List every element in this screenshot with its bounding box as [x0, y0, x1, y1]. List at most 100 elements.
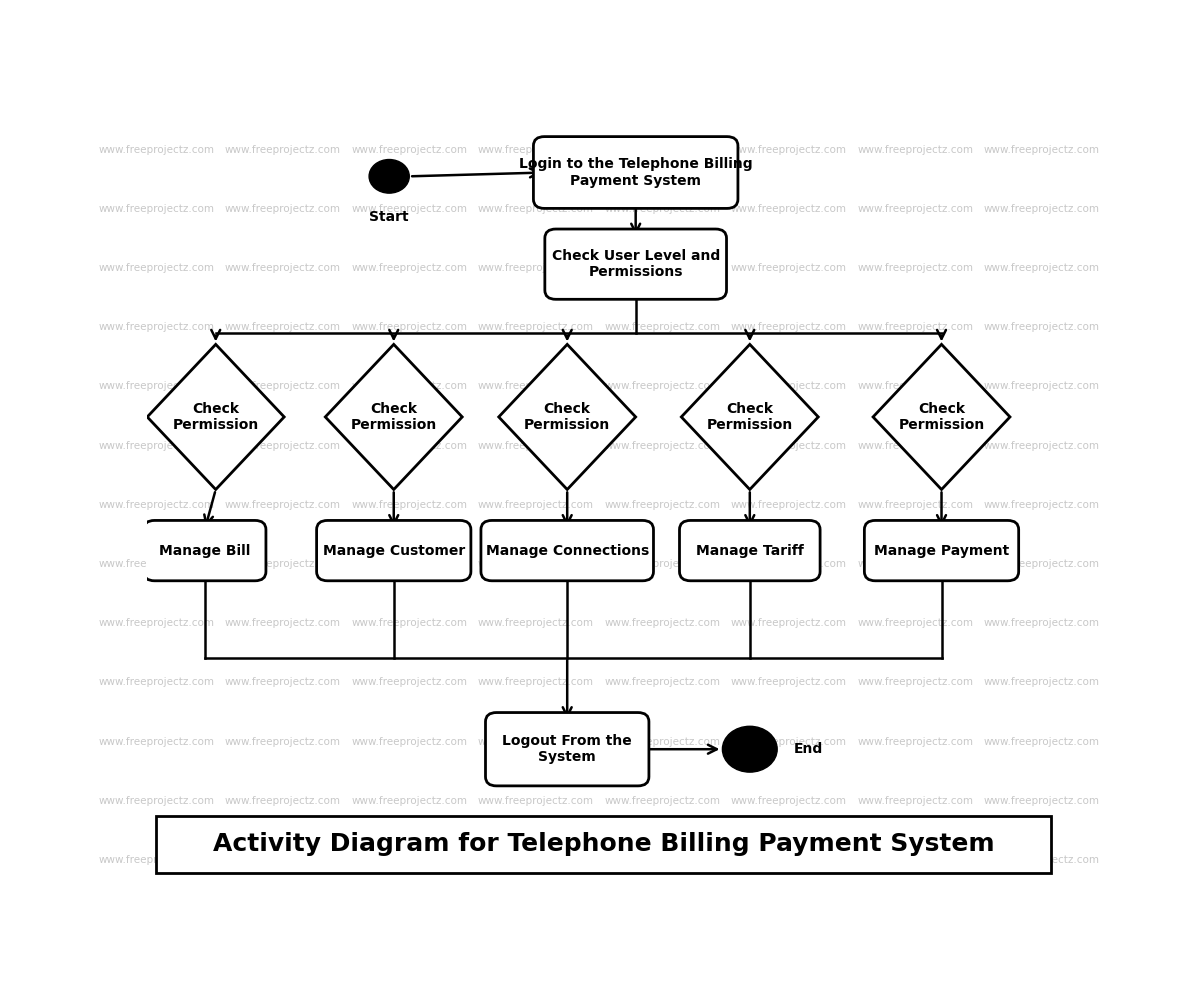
Text: www.freeprojectz.com: www.freeprojectz.com: [858, 558, 973, 569]
Text: www.freeprojectz.com: www.freeprojectz.com: [351, 678, 468, 687]
Text: www.freeprojectz.com: www.freeprojectz.com: [730, 500, 847, 510]
Text: www.freeprojectz.com: www.freeprojectz.com: [604, 381, 721, 392]
Text: www.freeprojectz.com: www.freeprojectz.com: [984, 203, 1100, 214]
Text: Check
Permission: Check Permission: [351, 402, 437, 433]
Text: www.freeprojectz.com: www.freeprojectz.com: [604, 263, 721, 273]
Text: www.freeprojectz.com: www.freeprojectz.com: [604, 203, 721, 214]
Text: www.freeprojectz.com: www.freeprojectz.com: [351, 145, 468, 155]
Text: www.freeprojectz.com: www.freeprojectz.com: [858, 678, 973, 687]
Text: www.freeprojectz.com: www.freeprojectz.com: [984, 796, 1100, 806]
Text: www.freeprojectz.com: www.freeprojectz.com: [604, 678, 721, 687]
Text: Start: Start: [370, 210, 409, 224]
Text: www.freeprojectz.com: www.freeprojectz.com: [604, 558, 721, 569]
Text: Check User Level and
Permissions: Check User Level and Permissions: [551, 249, 720, 280]
Text: www.freeprojectz.com: www.freeprojectz.com: [478, 678, 594, 687]
Text: www.freeprojectz.com: www.freeprojectz.com: [858, 440, 973, 450]
Text: www.freeprojectz.com: www.freeprojectz.com: [604, 618, 721, 628]
Polygon shape: [325, 344, 462, 489]
Text: Activity Diagram for Telephone Billing Payment System: Activity Diagram for Telephone Billing P…: [213, 832, 994, 856]
Text: www.freeprojectz.com: www.freeprojectz.com: [225, 263, 340, 273]
Text: www.freeprojectz.com: www.freeprojectz.com: [984, 618, 1100, 628]
Text: www.freeprojectz.com: www.freeprojectz.com: [225, 737, 340, 747]
Text: www.freeprojectz.com: www.freeprojectz.com: [478, 322, 594, 332]
FancyBboxPatch shape: [481, 521, 654, 580]
Text: www.freeprojectz.com: www.freeprojectz.com: [225, 855, 340, 865]
Text: www.freeprojectz.com: www.freeprojectz.com: [99, 203, 214, 214]
FancyBboxPatch shape: [317, 521, 471, 580]
Polygon shape: [498, 344, 636, 489]
Text: www.freeprojectz.com: www.freeprojectz.com: [730, 145, 847, 155]
Text: www.freeprojectz.com: www.freeprojectz.com: [99, 322, 214, 332]
Text: Login to the Telephone Billing
Payment System: Login to the Telephone Billing Payment S…: [518, 158, 753, 187]
Text: www.freeprojectz.com: www.freeprojectz.com: [730, 203, 847, 214]
Text: www.freeprojectz.com: www.freeprojectz.com: [604, 855, 721, 865]
FancyBboxPatch shape: [865, 521, 1019, 580]
Text: www.freeprojectz.com: www.freeprojectz.com: [478, 145, 594, 155]
Text: www.freeprojectz.com: www.freeprojectz.com: [858, 855, 973, 865]
Text: www.freeprojectz.com: www.freeprojectz.com: [351, 381, 468, 392]
Text: www.freeprojectz.com: www.freeprojectz.com: [99, 737, 214, 747]
Text: www.freeprojectz.com: www.freeprojectz.com: [730, 440, 847, 450]
Text: www.freeprojectz.com: www.freeprojectz.com: [478, 500, 594, 510]
Circle shape: [722, 726, 777, 772]
Text: www.freeprojectz.com: www.freeprojectz.com: [858, 203, 973, 214]
Text: www.freeprojectz.com: www.freeprojectz.com: [478, 263, 594, 273]
FancyBboxPatch shape: [485, 712, 649, 786]
Text: www.freeprojectz.com: www.freeprojectz.com: [604, 796, 721, 806]
Text: www.freeprojectz.com: www.freeprojectz.com: [225, 618, 340, 628]
Text: www.freeprojectz.com: www.freeprojectz.com: [984, 500, 1100, 510]
Text: www.freeprojectz.com: www.freeprojectz.com: [225, 678, 340, 687]
Text: www.freeprojectz.com: www.freeprojectz.com: [604, 737, 721, 747]
FancyBboxPatch shape: [680, 521, 820, 580]
Text: www.freeprojectz.com: www.freeprojectz.com: [730, 737, 847, 747]
Text: www.freeprojectz.com: www.freeprojectz.com: [225, 381, 340, 392]
Text: www.freeprojectz.com: www.freeprojectz.com: [858, 796, 973, 806]
Polygon shape: [147, 344, 284, 489]
Text: www.freeprojectz.com: www.freeprojectz.com: [858, 381, 973, 392]
Text: www.freeprojectz.com: www.freeprojectz.com: [99, 796, 214, 806]
Text: www.freeprojectz.com: www.freeprojectz.com: [99, 678, 214, 687]
FancyBboxPatch shape: [144, 521, 266, 580]
Text: www.freeprojectz.com: www.freeprojectz.com: [351, 263, 468, 273]
Text: Check
Permission: Check Permission: [899, 402, 985, 433]
Text: www.freeprojectz.com: www.freeprojectz.com: [99, 263, 214, 273]
Text: www.freeprojectz.com: www.freeprojectz.com: [351, 796, 468, 806]
Text: www.freeprojectz.com: www.freeprojectz.com: [478, 558, 594, 569]
Text: www.freeprojectz.com: www.freeprojectz.com: [351, 322, 468, 332]
Text: www.freeprojectz.com: www.freeprojectz.com: [225, 796, 340, 806]
Text: www.freeprojectz.com: www.freeprojectz.com: [478, 381, 594, 392]
Text: www.freeprojectz.com: www.freeprojectz.com: [730, 381, 847, 392]
Text: www.freeprojectz.com: www.freeprojectz.com: [858, 145, 973, 155]
Text: www.freeprojectz.com: www.freeprojectz.com: [478, 203, 594, 214]
Text: www.freeprojectz.com: www.freeprojectz.com: [604, 500, 721, 510]
Text: www.freeprojectz.com: www.freeprojectz.com: [351, 855, 468, 865]
Text: Manage Payment: Manage Payment: [874, 544, 1010, 558]
Text: www.freeprojectz.com: www.freeprojectz.com: [478, 737, 594, 747]
Text: www.freeprojectz.com: www.freeprojectz.com: [858, 618, 973, 628]
Text: www.freeprojectz.com: www.freeprojectz.com: [984, 145, 1100, 155]
Text: www.freeprojectz.com: www.freeprojectz.com: [858, 737, 973, 747]
Text: www.freeprojectz.com: www.freeprojectz.com: [730, 855, 847, 865]
Text: Manage Bill: Manage Bill: [159, 544, 251, 558]
Text: www.freeprojectz.com: www.freeprojectz.com: [730, 558, 847, 569]
Text: www.freeprojectz.com: www.freeprojectz.com: [225, 440, 340, 450]
Text: www.freeprojectz.com: www.freeprojectz.com: [225, 203, 340, 214]
Text: End: End: [794, 742, 823, 756]
Text: www.freeprojectz.com: www.freeprojectz.com: [604, 145, 721, 155]
Text: www.freeprojectz.com: www.freeprojectz.com: [99, 855, 214, 865]
Text: www.freeprojectz.com: www.freeprojectz.com: [858, 263, 973, 273]
FancyBboxPatch shape: [157, 815, 1051, 873]
FancyBboxPatch shape: [534, 137, 737, 208]
Polygon shape: [873, 344, 1010, 489]
Text: www.freeprojectz.com: www.freeprojectz.com: [225, 322, 340, 332]
Text: www.freeprojectz.com: www.freeprojectz.com: [225, 558, 340, 569]
Text: www.freeprojectz.com: www.freeprojectz.com: [730, 796, 847, 806]
Text: www.freeprojectz.com: www.freeprojectz.com: [984, 263, 1100, 273]
Text: www.freeprojectz.com: www.freeprojectz.com: [225, 500, 340, 510]
Text: www.freeprojectz.com: www.freeprojectz.com: [984, 678, 1100, 687]
Text: www.freeprojectz.com: www.freeprojectz.com: [604, 440, 721, 450]
Text: www.freeprojectz.com: www.freeprojectz.com: [351, 737, 468, 747]
Text: www.freeprojectz.com: www.freeprojectz.com: [858, 322, 973, 332]
Text: www.freeprojectz.com: www.freeprojectz.com: [478, 440, 594, 450]
Text: www.freeprojectz.com: www.freeprojectz.com: [99, 500, 214, 510]
